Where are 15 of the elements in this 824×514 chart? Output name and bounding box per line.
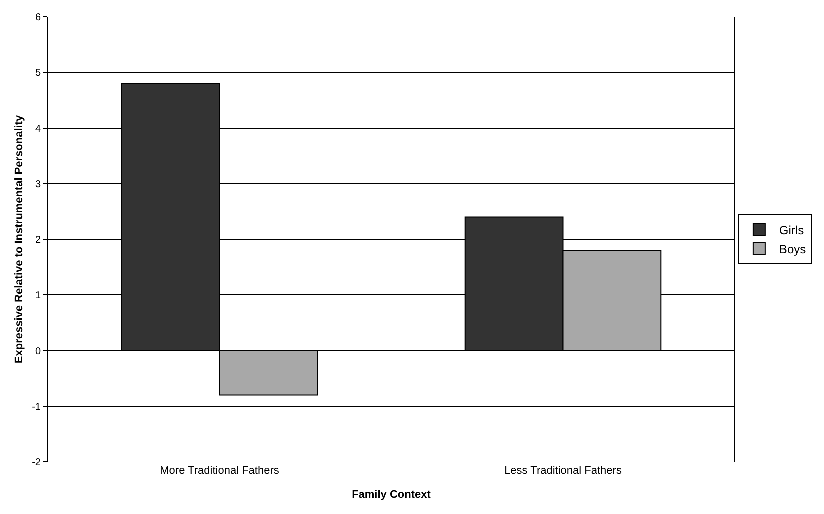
y-tick-label: 1 [35,290,42,302]
y-tick-label: 4 [35,124,42,135]
legend-label: Boys [779,242,806,257]
y-tick-label: 3 [35,179,42,190]
y-tick-label: -2 [32,458,42,468]
x-tick-label: More Traditional Fathers [160,465,280,477]
y-tick-label: 2 [35,235,42,246]
legend-label: Girls [779,224,804,238]
y-tick-label: 5 [35,68,42,80]
y-axis-title: Expressive Relative to Instrumental Personality [14,114,26,364]
x-axis-title: Family Context [352,489,432,502]
x-tick-label: Less Traditional Fathers [504,465,622,477]
y-tick-label: -1 [32,402,42,413]
y-tick-label: 6 [35,12,42,24]
y-tick-label: 0 [35,346,42,358]
